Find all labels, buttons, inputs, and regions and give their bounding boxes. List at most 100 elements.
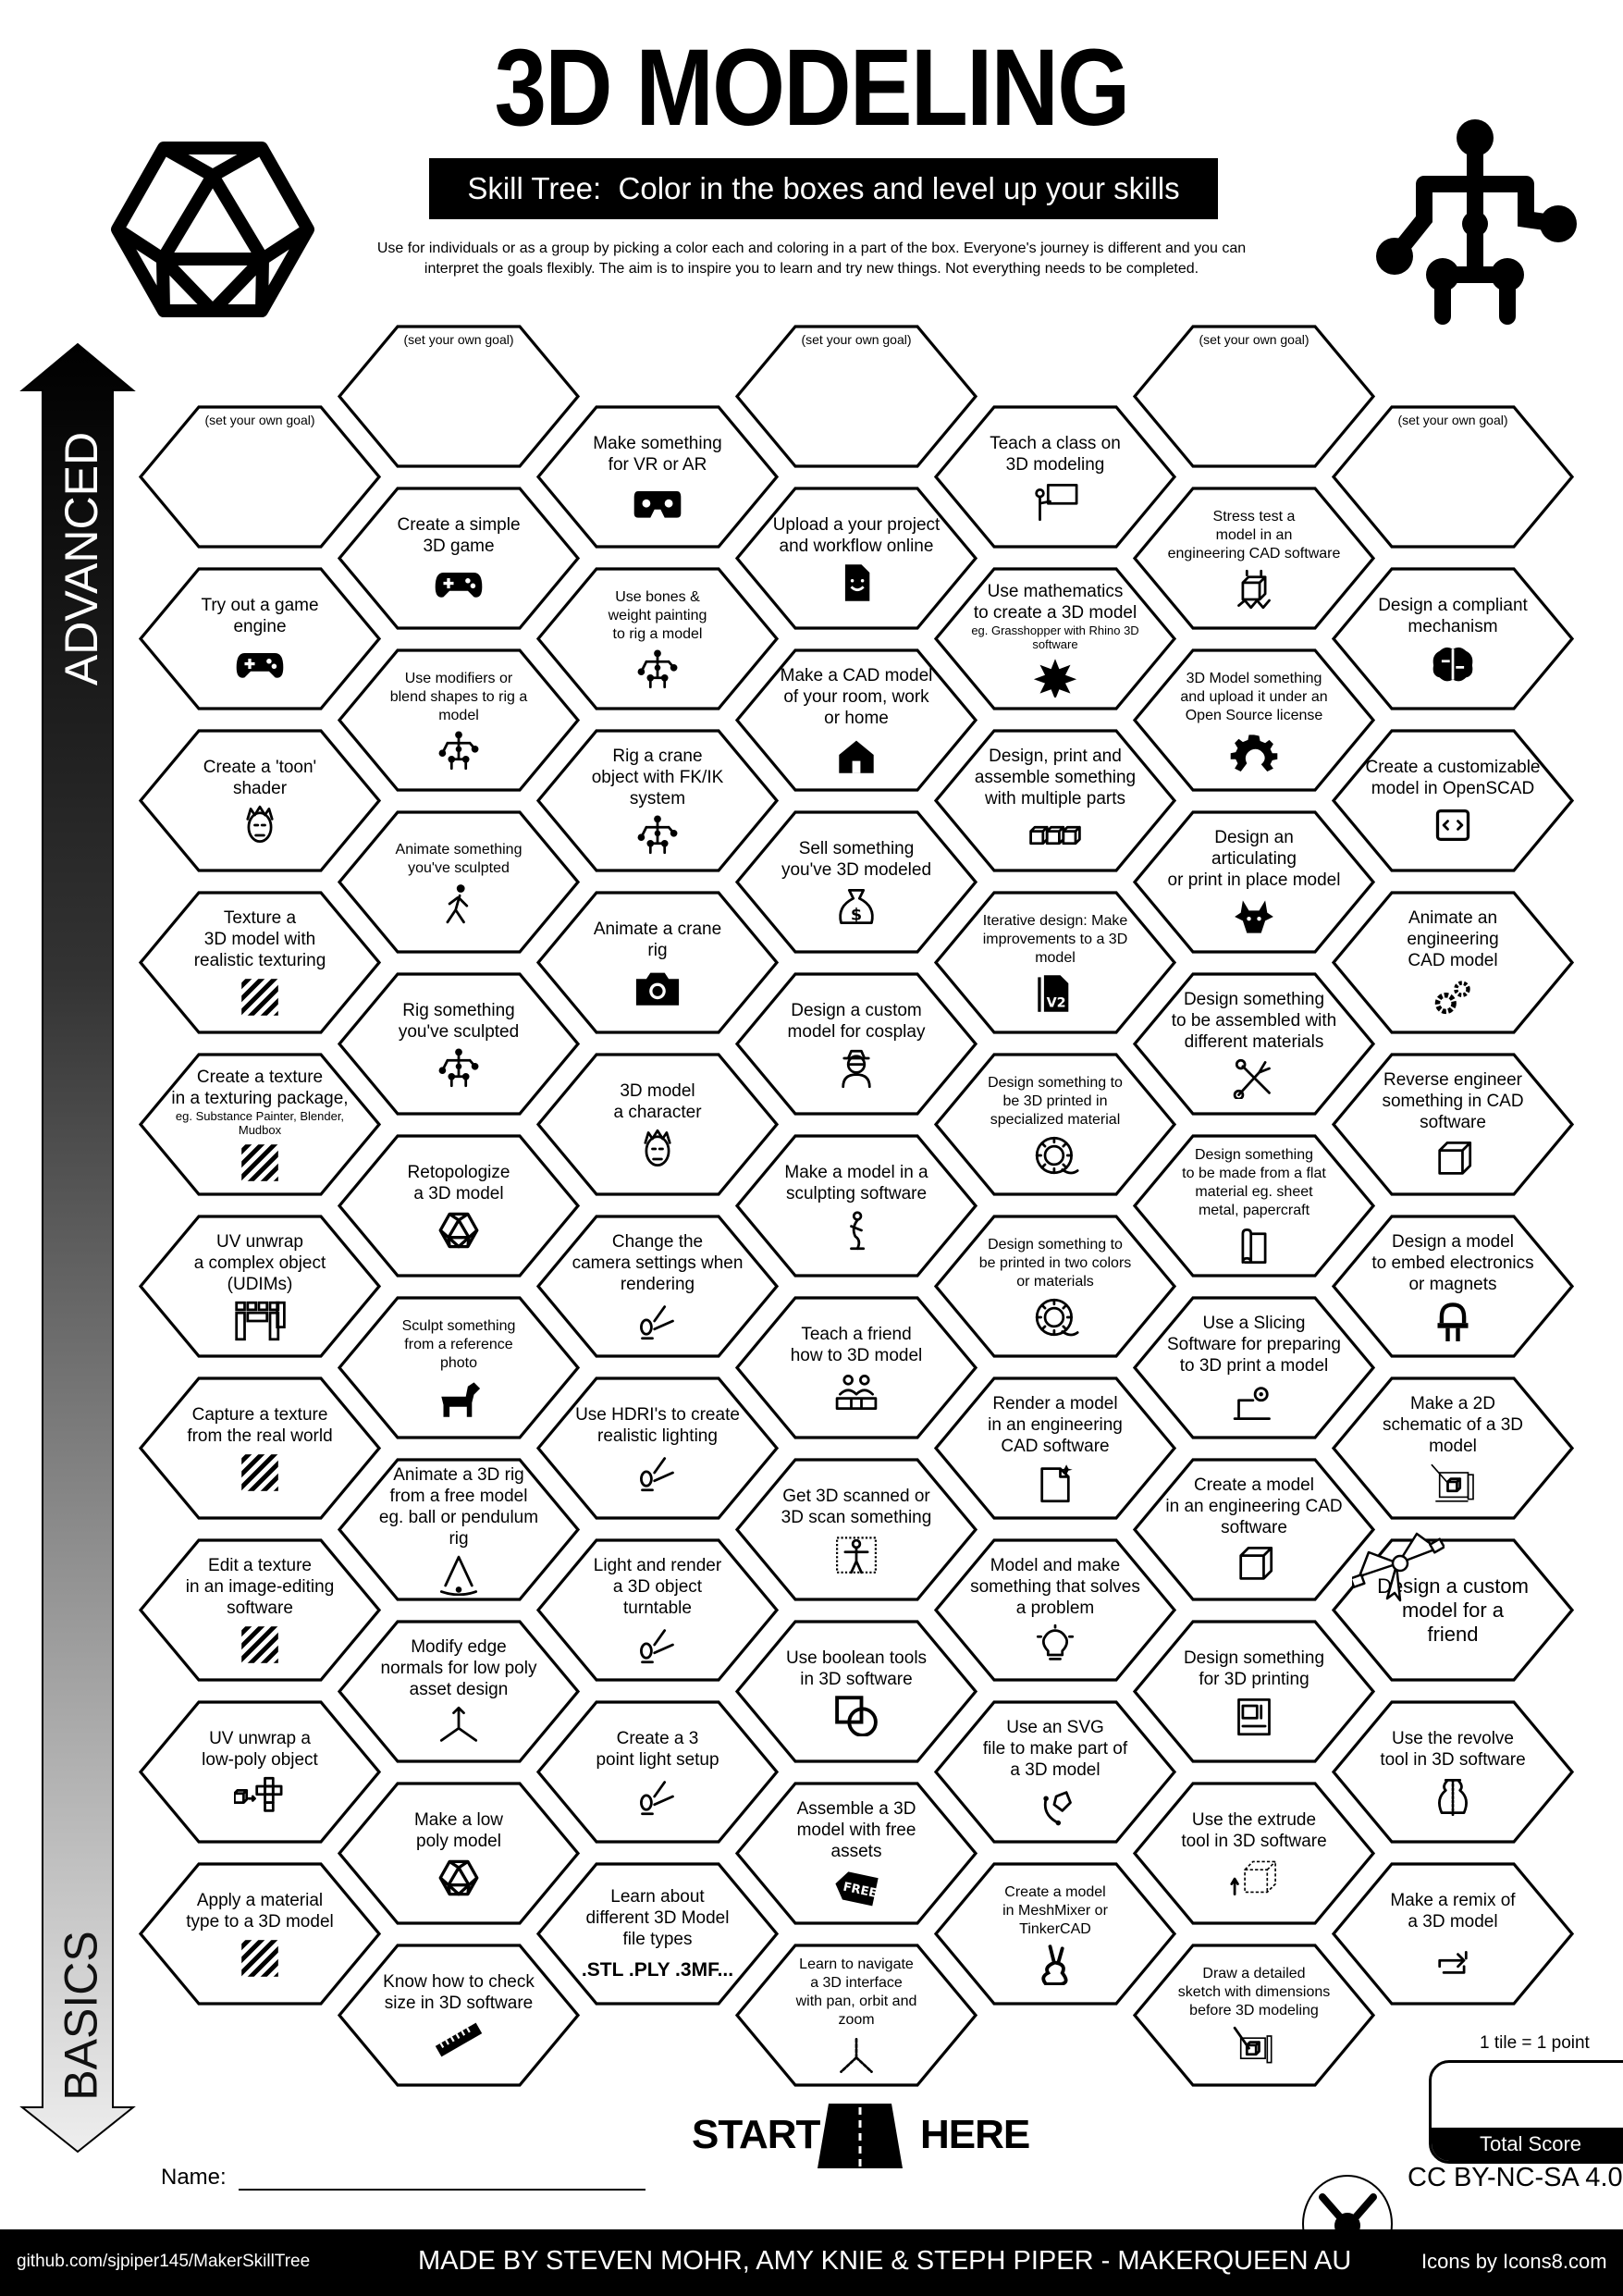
skill-tile[interactable]: Model and make something that solves a p… [934,1538,1176,1682]
skill-tile[interactable]: Make something for VR or AR [536,405,779,549]
total-score-box[interactable]: Total Score [1429,2060,1623,2164]
skill-tile-custom-goal[interactable]: (set your own goal) [735,325,977,468]
tile-outline [934,1862,1176,2006]
skill-tile[interactable]: Design something to be made from a flat … [1133,1134,1375,1278]
tile-outline [934,891,1176,1034]
skill-tile[interactable]: Use a Slicing Software for preparing to … [1133,1296,1375,1439]
skill-tile[interactable]: Make a CAD model of your room, work or h… [735,648,977,792]
skill-tile[interactable]: Capture a texture from the real world [139,1376,381,1520]
advanced-to-basics-arrow [19,342,136,2154]
skill-tile-custom-goal[interactable]: (set your own goal) [338,325,580,468]
skill-tile[interactable]: Learn about different 3D Model file type… [536,1862,779,2006]
skill-tile[interactable]: Upload a your project and workflow onlin… [735,487,977,630]
skill-tile[interactable]: Make a model in a sculpting software [735,1134,977,1278]
skill-label: Try out a game engine [201,595,319,636]
skill-tile[interactable]: Design a compliant mechanism [1332,567,1574,710]
icosahedron-logo-icon [111,142,314,317]
skill-tile[interactable]: Design something to be assembled with di… [1133,972,1375,1116]
skill-tile[interactable]: Edit a texture in an image-editing softw… [139,1538,381,1682]
skill-tile[interactable]: Make a 2D schematic of a 3D model [1332,1376,1574,1520]
skill-tile[interactable]: Create a 'toon' shader [139,729,381,872]
skill-tile[interactable]: Rig something you've sculpted [338,972,580,1116]
skill-tile[interactable]: Use boolean tools in 3D software [735,1620,977,1763]
skill-tile[interactable]: Design a custom model for cosplay [735,972,977,1116]
skill-tile[interactable]: Design something to be printed in two co… [934,1215,1176,1358]
skill-tile[interactable]: 3D Model something and upload it under a… [1133,648,1375,792]
skill-tile[interactable]: Reverse engineer something in CAD softwa… [1332,1053,1574,1196]
skill-tile[interactable]: Render a model in an engineering CAD sof… [934,1376,1176,1520]
skill-tile[interactable]: Use the extrude tool in 3D software [1133,1782,1375,1925]
tile-content: Use a Slicing Software for preparing to … [1162,1296,1346,1439]
skill-tile[interactable]: Use mathematics to create a 3D model eg. … [934,567,1176,710]
skill-tile[interactable]: Teach a friend how to 3D model [735,1296,977,1439]
skill-note: eg. Grasshopper with Rhino 3D software [971,623,1139,651]
skill-tile[interactable]: Animate a crane rig [536,891,779,1034]
skill-tile[interactable]: Create a model in MeshMixer or TinkerCAD [934,1862,1176,2006]
skill-label: Retopologize a 3D model [407,1162,510,1204]
rig-icon [637,649,678,688]
skill-tile[interactable]: Try out a game engine [139,567,381,710]
tile-content: Design an articulating or print in place… [1162,810,1346,954]
github-link[interactable]: github.com/sjpiper145/MakerSkillTree [17,2252,311,2271]
skill-tile[interactable]: Use bones & weight painting to rig a mod… [536,567,779,710]
skill-tile[interactable]: Get 3D scanned or 3D scan something [735,1458,977,1601]
skill-tile-custom-goal[interactable]: (set your own goal) [1332,405,1574,549]
skill-tile[interactable]: Use the revolve tool in 3D software [1332,1700,1574,1844]
skill-label: Learn to navigate a 3D interface with pa… [795,1956,917,2028]
skill-tile[interactable]: Apply a material type to a 3D model [139,1862,381,2006]
skill-tile[interactable]: 3D model a character [536,1053,779,1196]
name-field[interactable] [239,2189,646,2191]
skill-tile[interactable]: Draw a detailed sketch with dimensions b… [1133,1944,1375,2087]
skill-tile[interactable]: Design something to be 3D printed in spe… [934,1053,1176,1196]
skill-tile[interactable]: Create a customizable model in OpenSCAD [1332,729,1574,872]
tile-content: Animate a 3D rig from a free model eg. b… [367,1458,550,1601]
tile-outline [536,729,779,872]
skill-tile[interactable]: Sell something you've 3D modeled $ [735,810,977,954]
skill-tile[interactable]: Iterative design: Make improvements to a… [934,891,1176,1034]
tile-content: Retopologize a 3D model [367,1134,550,1278]
skill-tile[interactable]: Assemble a 3D model with free assets FREE [735,1782,977,1925]
skill-tile[interactable]: Create a texture in a texturing package,… [139,1053,381,1196]
skill-tile[interactable]: Teach a class on 3D modeling [934,405,1176,549]
skill-tile[interactable]: UV unwrap a low-poly object [139,1700,381,1844]
skill-tile[interactable]: Animate a 3D rig from a free model eg. b… [338,1458,580,1601]
skill-tile[interactable]: Create a 3 point light setup [536,1700,779,1844]
spool-icon [1035,1136,1079,1174]
skill-tile-custom-goal[interactable]: (set your own goal) [139,405,381,549]
skill-tile[interactable]: Learn to navigate a 3D interface with pa… [735,1944,977,2087]
skill-tile[interactable]: Create a simple 3D game [338,487,580,630]
skill-tile[interactable]: Modify edge normals for low poly asset d… [338,1620,580,1763]
skill-tile[interactable]: Sculpt something from a reference photo [338,1296,580,1439]
skill-tile[interactable]: Design, print and assemble something wit… [934,729,1176,872]
skill-tile[interactable]: Texture a 3D model with realistic textur… [139,891,381,1034]
skill-tile[interactable]: Design a model to embed electronics or m… [1332,1215,1574,1358]
skill-tile[interactable]: Rig a crane object with FK/IK system [536,729,779,872]
skill-tile[interactable]: Design an articulating or print in place… [1133,810,1375,954]
skill-tile[interactable]: Stress test a model in an engineering CA… [1133,487,1375,630]
skill-tile[interactable]: Make a low poly model [338,1782,580,1925]
skill-tile[interactable]: Design something for 3D printing [1133,1620,1375,1763]
skill-label: Teach a friend how to 3D model [790,1324,923,1365]
skill-tile[interactable]: Make a remix of a 3D model [1332,1862,1574,2006]
skill-tile-custom-goal[interactable]: (set your own goal) [1133,325,1375,468]
tile-content: Apply a material type to a 3D model [168,1862,351,2006]
skill-label: 3D Model something and upload it under a… [1180,670,1328,723]
skill-tile[interactable]: Use an SVG file to make part of a 3D mod… [934,1700,1176,1844]
skill-tile[interactable]: Use modifiers or blend shapes to rig a m… [338,648,580,792]
skill-label: Use the extrude tool in 3D software [1181,1809,1327,1851]
spotlight-icon [640,1456,674,1491]
skill-tile[interactable]: Use HDRI's to create realistic lighting [536,1376,779,1520]
tile-outline [735,810,977,954]
skill-label: Animate an engineering CAD model [1407,908,1499,970]
skill-tile[interactable]: Retopologize a 3D model [338,1134,580,1278]
skill-tile[interactable]: Change the camera settings when renderin… [536,1215,779,1358]
tile-outline [139,1700,381,1844]
skill-tile[interactable]: Create a model in an engineering CAD sof… [1133,1458,1375,1601]
skill-tile[interactable]: Light and render a 3D object turntable [536,1538,779,1682]
skill-label: Light and render a 3D object turntable [593,1556,722,1618]
skill-tile[interactable]: Know how to check size in 3D software [338,1944,580,2087]
skill-tile[interactable]: Animate something you've sculpted [338,810,580,954]
skill-tile[interactable]: Animate an engineering CAD model [1332,891,1574,1034]
skill-tile[interactable]: UV unwrap a complex object (UDIMs) [139,1215,381,1358]
icons-credit-link[interactable]: Icons by Icons8.com [1421,2250,1607,2273]
